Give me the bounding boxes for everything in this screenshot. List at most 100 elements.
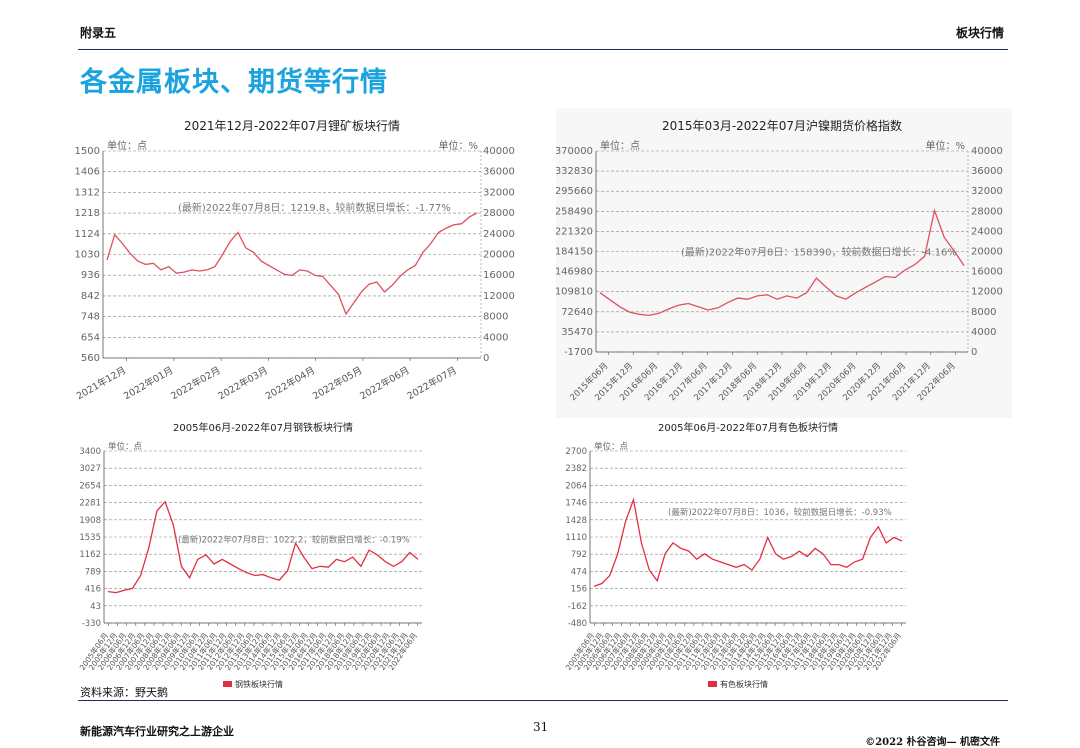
y-tick-label: -1700 — [564, 347, 593, 358]
legend-swatch — [223, 681, 232, 687]
y2-tick-label: 0 — [971, 347, 977, 358]
y-tick-label: 1908 — [79, 516, 101, 526]
source-note: 资料来源：野天鹅 — [80, 686, 168, 699]
left-unit-label: 单位：点 — [600, 139, 640, 152]
y-tick-label: 748 — [81, 312, 100, 323]
y-tick-label: 258490 — [556, 206, 593, 217]
y2-tick-label: 20000 — [971, 247, 1003, 258]
y2-tick-label: 8000 — [483, 312, 508, 323]
y2-tick-label: 24000 — [483, 229, 515, 240]
x-tick-label: 2021年12月 — [74, 364, 128, 402]
y-tick-label: 109810 — [556, 287, 593, 298]
series-line — [107, 500, 419, 594]
y-tick-label: 936 — [81, 270, 100, 281]
chart-steel: 2005年06月-2022年07月钢铁板块行情 单位：点 3400 3027 2654 2… — [70, 418, 430, 690]
y-tick-label: 3027 — [79, 464, 101, 474]
y-tick-label: 72640 — [561, 307, 593, 318]
x-tick-label: 2022年07月 — [405, 364, 459, 402]
chart-lithium: 2021年12月-2022年07月锂矿板块行情单位：点 单位：% 1500 1406 1… — [68, 108, 538, 413]
x-tick-label: 2022年06月 — [358, 364, 412, 402]
chart-title: 2021年12月-2022年07月锂矿板块行情 — [184, 118, 400, 133]
y2-tick-label: 36000 — [971, 166, 1003, 177]
right-unit-label: 单位：% — [925, 139, 965, 152]
footer-rule — [78, 700, 1008, 701]
latest-value-annotation: (最新)2022年07月8日：1022.2，较前数据日增长：-0.19% — [178, 534, 410, 545]
y2-tick-label: 0 — [483, 353, 489, 364]
y-tick-label: 1162 — [79, 550, 101, 560]
y-tick-label: -480 — [568, 619, 587, 629]
latest-value-annotation: (最新)2022年07月8日：158390，较前数据日增长：-4.16% — [681, 246, 957, 259]
appendix-label: 附录五 — [80, 26, 117, 40]
series-line — [599, 208, 965, 317]
latest-value-annotation: (最新)2022年07月8日：1036，较前数据日增长：-0.93% — [668, 507, 892, 518]
y-tick-label: 1428 — [565, 516, 587, 526]
left-unit-label: 单位：点 — [108, 441, 143, 452]
y2-tick-label: 40000 — [483, 146, 515, 157]
y-tick-label: 146980 — [556, 267, 593, 278]
y-tick-label: -330 — [82, 619, 101, 629]
x-tick-label: 2022年04月 — [263, 364, 317, 402]
chart-title: 2005年06月-2022年07月有色板块行情 — [658, 421, 838, 434]
y2-tick-label: 36000 — [483, 167, 515, 178]
y-tick-label: 156 — [571, 585, 587, 595]
y-tick-label: 2281 — [79, 499, 101, 509]
legend-swatch — [708, 681, 717, 687]
page-title: 各金属板块、期货等行情 — [80, 67, 388, 98]
y-tick-label: 1500 — [75, 146, 100, 157]
y-tick-label: 789 — [85, 567, 101, 577]
y-tick-label: 1406 — [75, 167, 100, 178]
left-unit-label: 单位：点 — [594, 441, 629, 452]
section-label: 板块行情 — [955, 26, 1004, 40]
y-tick-label: 654 — [81, 332, 100, 343]
y2-tick-label: 20000 — [483, 250, 515, 261]
y2-tick-label: 16000 — [483, 270, 515, 281]
y-tick-label: 2064 — [565, 481, 587, 491]
y-tick-label: 35470 — [561, 327, 593, 338]
y-tick-label: 1030 — [75, 250, 100, 261]
y-tick-label: 474 — [571, 567, 587, 577]
y2-tick-label: 28000 — [483, 208, 515, 219]
series-line — [106, 212, 478, 316]
legend-label: 钢铁板块行情 — [235, 679, 283, 689]
chart-nonferrous: 2005年06月-2022年07月有色板块行情单位：点 2700 2382 2064 1… — [556, 418, 916, 690]
y-tick-label: 2700 — [565, 447, 587, 457]
legend-label: 有色板块行情 — [720, 679, 768, 689]
y-tick-label: 416 — [85, 585, 101, 595]
y-tick-label: 184150 — [556, 247, 593, 258]
header-rule — [78, 49, 1008, 50]
left-unit-label: 单位：点 — [107, 139, 147, 152]
footer-report-title: 新能源汽车行业研究之上游企业 — [80, 725, 234, 738]
y-tick-label: 1535 — [79, 533, 101, 543]
chart-background — [556, 108, 1012, 418]
series-line — [593, 497, 903, 587]
chart-nickel: 2015年03月-2022年07月沪镍期货价格指数 单位：点 单位：% 370000 3… — [556, 108, 1012, 418]
y-tick-label: 1124 — [75, 229, 100, 240]
y-tick-label: 221320 — [556, 226, 593, 237]
y2-tick-label: 32000 — [483, 187, 515, 198]
y2-tick-label: 4000 — [483, 332, 508, 343]
x-tick-label: 2022年05月 — [311, 364, 365, 402]
y2-tick-label: 16000 — [971, 267, 1003, 278]
y2-tick-label: 8000 — [971, 307, 996, 318]
y2-tick-label: 4000 — [971, 327, 996, 338]
y-tick-label: 43 — [90, 602, 101, 612]
y2-tick-label: 32000 — [971, 186, 1003, 197]
y-tick-label: 792 — [571, 550, 587, 560]
x-tick-label: 2022年03月 — [216, 364, 270, 402]
y2-tick-label: 12000 — [483, 291, 515, 302]
right-unit-label: 单位：% — [438, 139, 478, 152]
y-tick-label: 3400 — [79, 447, 101, 457]
y-tick-label: 2382 — [565, 464, 587, 474]
chart-title: 2015年03月-2022年07月沪镍期货价格指数 — [662, 118, 902, 133]
y2-tick-label: 40000 — [971, 146, 1003, 157]
y2-tick-label: 12000 — [971, 287, 1003, 298]
y-tick-label: 1312 — [75, 187, 100, 198]
copyright: ©2022 朴谷咨询— 机密文件 — [865, 737, 1000, 748]
y-tick-label: 1218 — [75, 208, 100, 219]
y-tick-label: 560 — [81, 353, 100, 364]
y-tick-label: 332830 — [556, 166, 593, 177]
y-tick-label: 1110 — [565, 533, 587, 543]
y2-tick-label: 24000 — [971, 226, 1003, 237]
y-tick-label: 842 — [81, 291, 100, 302]
x-tick-label: 2022年01月 — [122, 364, 176, 402]
